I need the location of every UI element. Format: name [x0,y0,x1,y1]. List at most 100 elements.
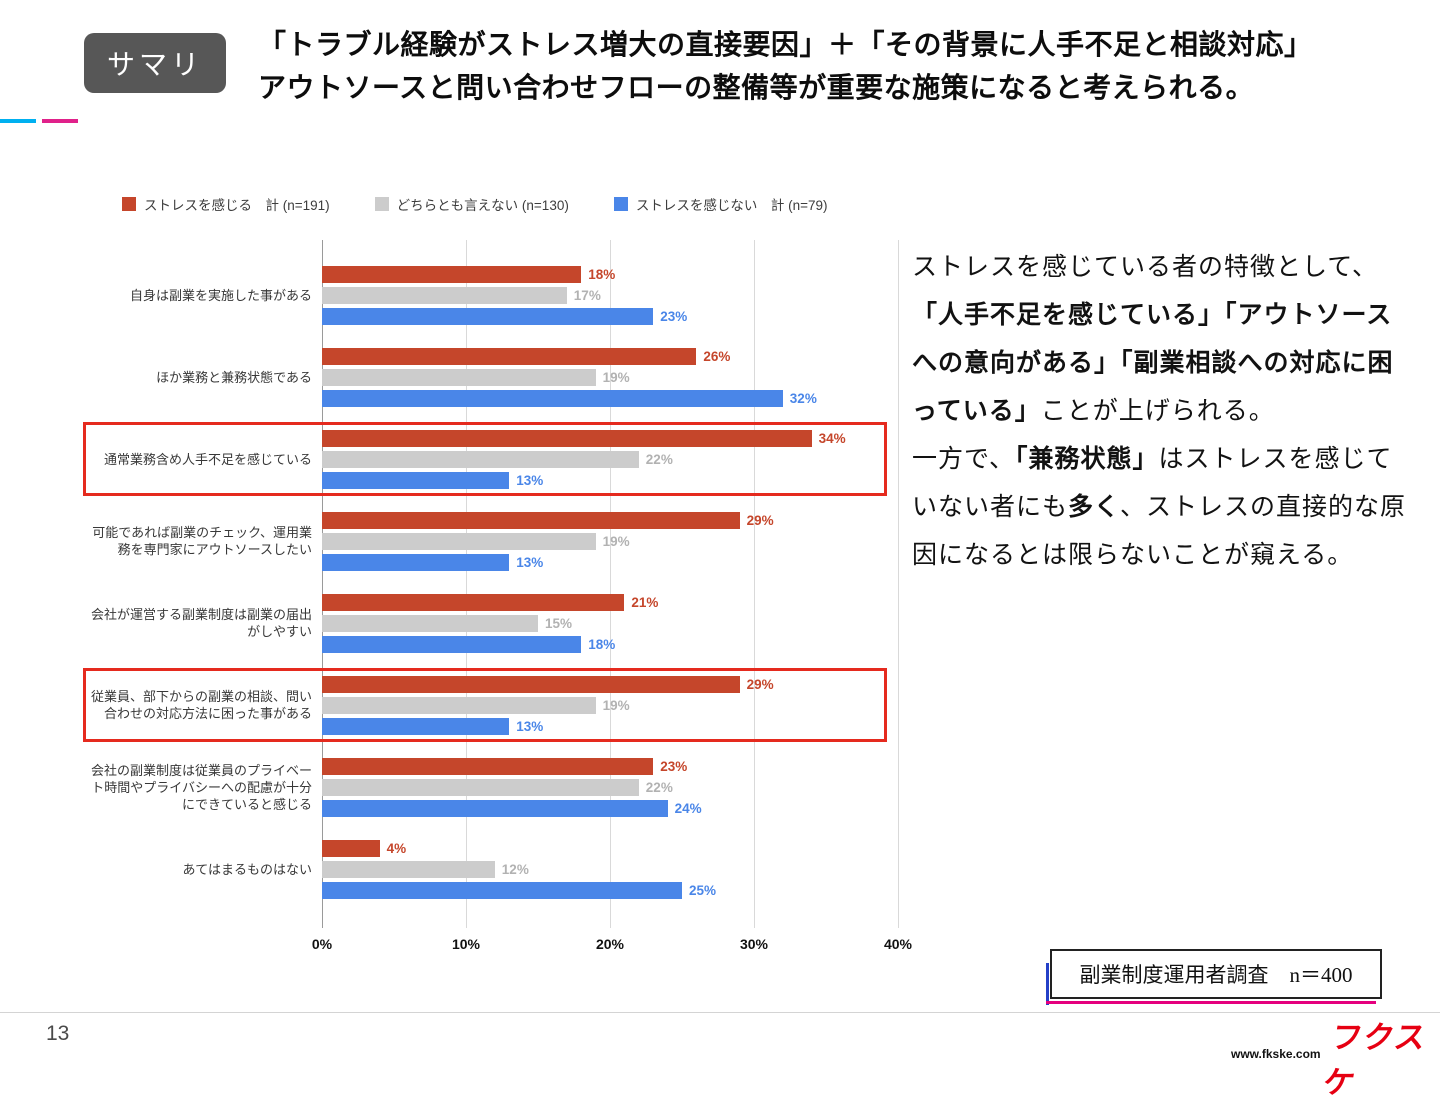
bar-value-label: 24% [674,800,702,816]
bar-line: 34% [322,429,898,447]
bar-group: 23% 22% 24% [322,757,898,817]
accent-cyan-line [0,119,36,123]
bar [322,593,625,611]
bar-value-label: 32% [789,390,817,406]
chart-row: 会社の副業制度は従業員のプライベート時間やプライバシーへの配慮が十分にできている… [90,746,920,828]
x-axis-tick: 10% [451,936,481,952]
summary-badge: サマリ [84,33,226,93]
bar-line: 23% [322,307,898,325]
bar [322,532,596,550]
gridline [322,240,323,928]
bar-line: 22% [322,778,898,796]
legend-label: ストレスを感じない 計 (n=79) [635,198,828,213]
chart-plot: 自身は副業を実施した事がある 18% 17% 23% ほか業務と兼務状態である 26% 19… [83,240,920,928]
bar-value-label: 4% [386,840,407,856]
chart-rows: 自身は副業を実施した事がある 18% 17% 23% ほか業務と兼務状態である 26% 19… [83,240,920,928]
bar-group: 21% 15% 18% [322,593,898,653]
commentary-text: ストレスを感じている者の特徴として、 [912,254,1379,281]
bar-line: 23% [322,757,898,775]
bar-line: 15% [322,614,898,632]
brand-logo: フクスケ [1320,1020,1430,1100]
page-number: 13 [46,1022,70,1045]
category-label: 会社の副業制度は従業員のプライベート時間やプライバシーへの配慮が十分にできている… [90,762,312,812]
bar-value-label: 29% [746,676,774,692]
bar [322,265,582,283]
commentary-text: 「兼務状態」 [1015,446,1159,473]
bar [322,511,740,529]
category-label: 通常業務含め人手不足を感じている [103,451,312,467]
commentary-text: 「人手不足を感じている」「アウトソースへの意向がある」「副業相談への対応に困って… [912,302,1394,425]
category-label: 従業員、部下からの副業の相談、問い合わせの対応方法に困った事がある [90,689,312,721]
footer-divider [0,1012,1440,1013]
legend-item: どちらとも言えない (n=130) [374,194,569,214]
x-axis-tick: 0% [311,936,333,952]
x-axis: 0% 10% 20% 30% 40% [90,928,920,958]
category-label: 自身は副業を実施した事がある [129,287,312,303]
bar [322,635,582,653]
bar-value-label: 17% [573,287,601,303]
bar-line: 26% [322,347,898,365]
legend-item: ストレスを感じる 計 (n=191) [122,194,330,214]
legend-swatch [613,197,628,211]
bar-group: 34% 22% 13% [322,429,898,489]
commentary: ストレスを感じている者の特徴として、「人手不足を感じている」「アウトソースへの意… [912,244,1417,580]
bar-value-label: 29% [746,512,774,528]
category-label: 可能であれば副業のチェック、運用業務を専門家にアウトソースしたい [92,525,312,557]
bar [322,471,510,489]
bar-group: 4% 12% 25% [322,839,898,899]
category-label: ほか業務と兼務状態である [156,369,312,385]
bar-value-label: 13% [516,472,544,488]
bar-value-label: 18% [588,636,616,652]
bar-line: 12% [322,860,898,878]
commentary-paragraph: ストレスを感じている者の特徴として、「人手不足を感じている」「アウトソースへの意… [912,244,1417,436]
chart-gridlines [322,240,899,928]
gridline [610,240,611,928]
title-line-1: 「トラブル経験がストレス増大の直接要因」＋「その背景に人手不足と相談対応」 [258,30,1313,61]
bar [322,347,697,365]
bar [322,553,510,571]
bar-value-label: 22% [645,779,673,795]
legend-label: どちらとも言えない (n=130) [396,198,569,213]
bar [322,839,380,857]
bar-value-label: 22% [645,451,673,467]
gridline [466,240,467,928]
bar [322,717,510,735]
bar-value-label: 34% [818,430,846,446]
chart-row: 自身は副業を実施した事がある 18% 17% 23% [90,254,920,336]
bar-line: 19% [322,368,898,386]
bar [322,286,567,304]
bar-value-label: 23% [660,758,688,774]
bar-group: 29% 19% 13% [322,511,898,571]
commentary-text: 、ストレスの直接的な原因になるとは限らないことが窺える。 [912,494,1407,569]
bar [322,307,654,325]
bar-line: 18% [322,635,898,653]
bar [322,778,639,796]
bar-line: 4% [322,839,898,857]
bar-line: 17% [322,286,898,304]
chart-row: 可能であれば副業のチェック、運用業務を専門家にアウトソースしたい 29% 19% 13… [90,500,920,582]
bar [322,860,495,878]
chart-legend: ストレスを感じる 計 (n=191) どちらとも言えない (n=130) ストレスを… [122,194,828,214]
bar-value-label: 15% [545,615,573,631]
bar [322,675,740,693]
bar-line: 18% [322,265,898,283]
gridline [898,240,899,928]
legend-swatch [374,197,389,211]
bar-line: 21% [322,593,898,611]
source-note: 副業制度運用者調査 n＝400 [1046,949,1382,1005]
chart-row: 通常業務含め人手不足を感じている 34% 22% 13% [83,418,920,500]
bar-value-label: 13% [516,554,544,570]
bar-line: 32% [322,389,898,407]
bar-line: 19% [322,532,898,550]
bar-line: 13% [322,717,898,735]
legend-swatch [122,197,136,211]
bar [322,614,538,632]
bar-line: 24% [322,799,898,817]
accent-pink-line [42,119,78,123]
bar [322,368,596,386]
x-axis-tick: 30% [739,936,769,952]
chart-row: 会社が運営する副業制度は副業の届出がしやすい 21% 15% 18% [90,582,920,664]
bar-value-label: 12% [501,861,529,877]
bar [322,696,596,714]
commentary-text: 一方で、 [912,446,1016,473]
